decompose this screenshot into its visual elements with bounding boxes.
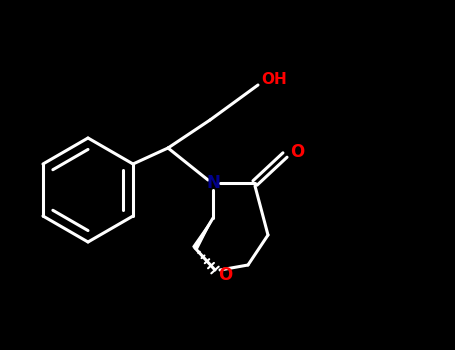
Text: O: O: [290, 143, 304, 161]
Polygon shape: [193, 218, 213, 249]
Text: N: N: [206, 174, 220, 192]
Text: O: O: [218, 266, 232, 284]
Text: OH: OH: [261, 72, 287, 88]
